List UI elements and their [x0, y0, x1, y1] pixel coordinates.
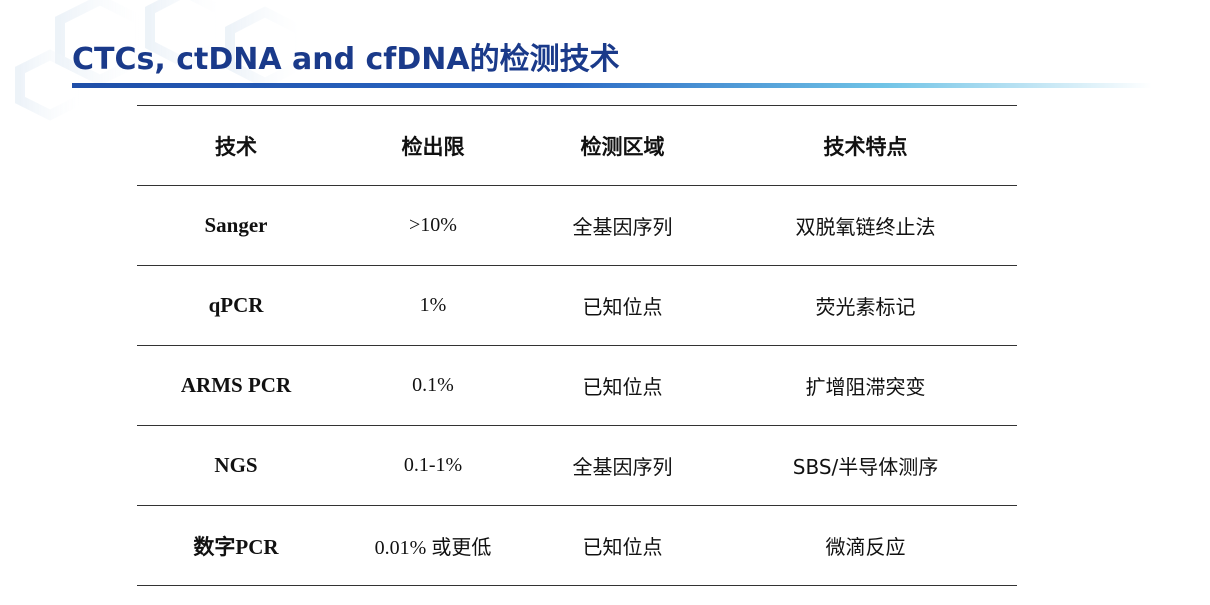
- cell-technical-features: 扩增阻滞突变: [714, 345, 1017, 426]
- table-row: ARMS PCR 0.1% 已知位点 扩增阻滞突变: [137, 345, 1017, 426]
- header-technology: 技术: [137, 105, 335, 186]
- cell-detection-limit: 0.1%: [335, 345, 531, 426]
- table-header-row: 技术 检出限 检测区域 技术特点: [137, 105, 1017, 186]
- cell-detection-limit: 1%: [335, 265, 531, 346]
- cell-technical-features: SBS/半导体测序: [714, 425, 1017, 506]
- cell-technology: Sanger: [137, 185, 335, 266]
- header-detection-region: 检测区域: [531, 105, 714, 186]
- cell-detection-limit: 0.01% 或更低: [335, 505, 531, 586]
- cell-detection-region: 已知位点: [531, 345, 714, 426]
- cell-technology: NGS: [137, 425, 335, 506]
- detection-technology-table: 技术 检出限 检测区域 技术特点 Sanger >10% 全基因序列 双脱氧链终…: [137, 105, 1017, 586]
- cell-detection-region: 已知位点: [531, 505, 714, 586]
- cell-technology: qPCR: [137, 265, 335, 346]
- table-row: qPCR 1% 已知位点 荧光素标记: [137, 265, 1017, 346]
- header-technical-features: 技术特点: [714, 105, 1017, 186]
- cell-technology: 数字PCR: [137, 505, 335, 586]
- table-row: 数字PCR 0.01% 或更低 已知位点 微滴反应: [137, 505, 1017, 586]
- slide-title: CTCs, ctDNA and cfDNA的检测技术: [72, 42, 620, 77]
- cell-detection-region: 全基因序列: [531, 185, 714, 266]
- cell-detection-region: 全基因序列: [531, 425, 714, 506]
- cell-technical-features: 双脱氧链终止法: [714, 185, 1017, 266]
- cell-detection-limit: 0.1-1%: [335, 425, 531, 506]
- cell-technical-features: 微滴反应: [714, 505, 1017, 586]
- title-underline-bar: [72, 83, 1152, 88]
- cell-technical-features: 荧光素标记: [714, 265, 1017, 346]
- cell-detection-region: 已知位点: [531, 265, 714, 346]
- cell-detection-limit: >10%: [335, 185, 531, 266]
- table-row: Sanger >10% 全基因序列 双脱氧链终止法: [137, 185, 1017, 266]
- header-detection-limit: 检出限: [335, 105, 531, 186]
- cell-technology: ARMS PCR: [137, 345, 335, 426]
- table-row: NGS 0.1-1% 全基因序列 SBS/半导体测序: [137, 425, 1017, 506]
